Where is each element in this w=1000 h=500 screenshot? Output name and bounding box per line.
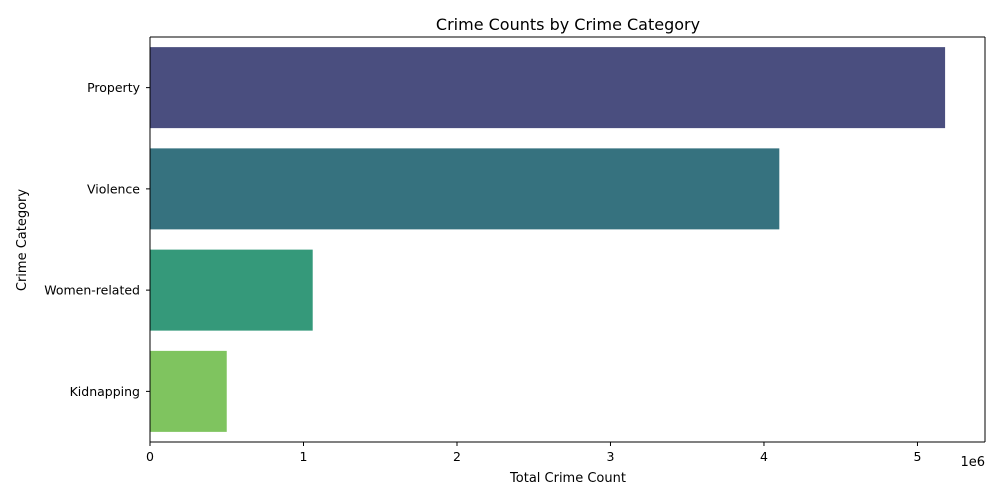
x-tick-label: 5 <box>913 449 921 464</box>
y-tick-label-violence: Violence <box>87 181 140 196</box>
bar-kidnapping <box>150 350 227 432</box>
bar-property <box>150 47 946 129</box>
y-tick-label-women-related: Women-related <box>44 283 140 298</box>
bar-women-related <box>150 249 313 331</box>
y-axis-label: Crime Category <box>15 189 30 292</box>
y-axis-ticks: Property Violence Women-related Kidnapping <box>44 80 150 399</box>
x-axis-label: Total Crime Count <box>509 471 626 486</box>
x-axis-ticks: 0 1 2 3 4 5 <box>146 442 921 464</box>
bars-group <box>150 47 946 432</box>
x-tick-label: 0 <box>146 449 154 464</box>
x-tick-label: 4 <box>760 449 768 464</box>
x-tick-label: 1 <box>300 449 308 464</box>
chart-title: Crime Counts by Crime Category <box>436 15 700 34</box>
x-tick-label: 3 <box>607 449 615 464</box>
axis-spines <box>149 36 986 443</box>
y-tick-label-kidnapping: Kidnapping <box>70 384 140 399</box>
bar-violence <box>150 148 780 230</box>
x-axis-offset-label: 1e6 <box>960 455 985 470</box>
x-tick-label: 2 <box>453 449 461 464</box>
y-tick-label-property: Property <box>87 80 140 95</box>
